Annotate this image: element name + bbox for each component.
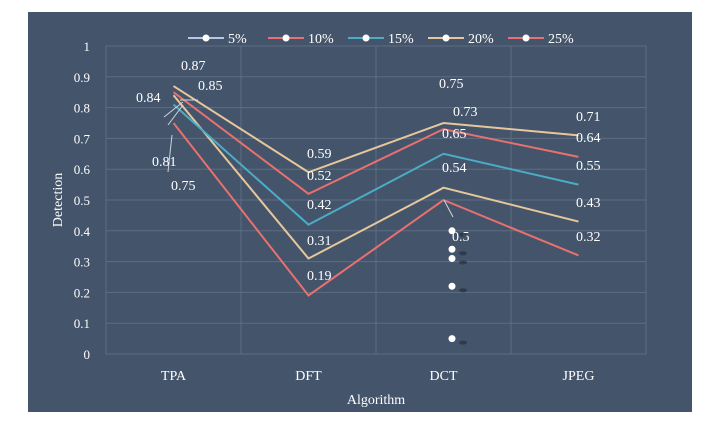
- y-tick-label: 1: [84, 39, 91, 54]
- data-label: 0.65: [442, 127, 467, 142]
- data-label: 0.71: [576, 110, 601, 125]
- marker-shadow: [459, 260, 467, 265]
- series-20-line: [172, 94, 579, 260]
- legend-swatch-marker: [202, 34, 210, 42]
- y-tick-label: 0.7: [74, 131, 91, 146]
- legend-swatch-marker: [522, 34, 530, 42]
- scatter-marker: [448, 282, 456, 290]
- y-axis-title: Detection: [51, 173, 66, 227]
- data-label: 0.42: [307, 198, 332, 213]
- data-label: 0.55: [576, 159, 601, 174]
- data-label: 0.32: [576, 230, 601, 245]
- leader-line: [167, 104, 184, 126]
- data-label: 0.64: [576, 131, 601, 146]
- data-label: 0.75: [171, 179, 196, 194]
- x-tick-label: JPEG: [563, 369, 595, 384]
- series-20-upper-line: [172, 85, 579, 174]
- scatter-marker: [448, 335, 456, 343]
- scatter-marker: [448, 255, 456, 263]
- data-label: 0.73: [453, 105, 478, 120]
- legend-swatch-marker: [362, 34, 370, 42]
- data-label: 0.84: [136, 91, 161, 106]
- data-label: 0.81: [152, 155, 177, 170]
- y-tick-label: 0: [84, 347, 91, 362]
- data-label: 0.43: [576, 196, 601, 211]
- marker-shadow: [459, 232, 467, 237]
- marker-shadow: [459, 288, 467, 293]
- y-tick-label: 0.9: [74, 70, 90, 85]
- chart-frame: 0 0.1 0.2 0.3 0.4 0.5 0.6 0.7 0.8 0.9 1 TPA DFT DCT JP…: [28, 12, 692, 412]
- y-tick-label: 0.1: [74, 316, 90, 331]
- data-label: 0.19: [307, 269, 332, 284]
- legend-label: 20%: [468, 32, 494, 47]
- series-10-line: [172, 122, 579, 297]
- scatter-marker: [448, 245, 456, 253]
- series-25-line: [172, 91, 579, 196]
- data-label: 0.85: [198, 79, 223, 94]
- legend-swatch-marker: [282, 34, 290, 42]
- legend-label: 10%: [308, 32, 334, 47]
- y-tick-label: 0.4: [74, 224, 91, 239]
- data-label: 0.59: [307, 147, 332, 162]
- y-tick-label: 0.8: [74, 101, 90, 116]
- y-tick-label: 0.6: [74, 162, 91, 177]
- leader-line: [167, 134, 173, 173]
- x-tick-label: DFT: [295, 369, 322, 384]
- legend-label: 15%: [388, 32, 414, 47]
- x-tick-label: DCT: [430, 369, 458, 384]
- data-label: 0.87: [181, 59, 206, 74]
- data-label: 0.31: [307, 234, 332, 249]
- legend-swatch-marker: [442, 34, 450, 42]
- series-15-line: [172, 103, 579, 226]
- data-label: 0.54: [442, 161, 467, 176]
- marker-shadow: [459, 251, 467, 256]
- legend-label: 5%: [228, 32, 247, 47]
- legend-label: 25%: [548, 32, 574, 47]
- marker-shadow: [459, 340, 467, 345]
- leader-line: [163, 101, 184, 118]
- y-tick-label: 0.3: [74, 255, 90, 270]
- data-label: 0.52: [307, 169, 332, 184]
- line-chart: 0 0.1 0.2 0.3 0.4 0.5 0.6 0.7 0.8 0.9 1 TPA DFT DCT JP…: [51, 32, 647, 408]
- y-tick-label: 0.2: [74, 285, 90, 300]
- scatter-marker: [448, 227, 456, 235]
- y-tick-label: 0.5: [74, 193, 90, 208]
- x-tick-label: TPA: [161, 369, 187, 384]
- leader-line: [443, 199, 454, 218]
- x-axis-title: Algorithm: [347, 393, 405, 408]
- data-label: 0.75: [439, 77, 464, 92]
